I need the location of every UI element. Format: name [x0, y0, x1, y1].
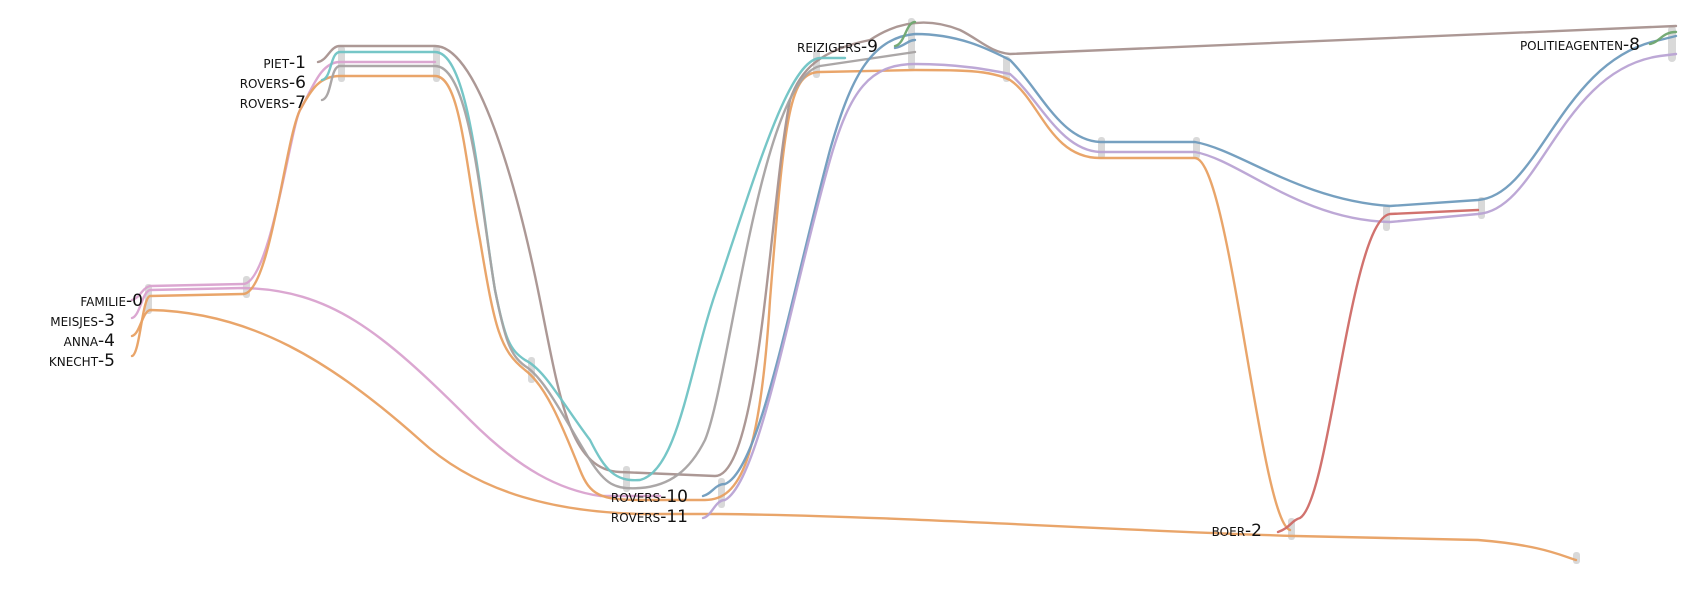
scene-node — [1193, 137, 1200, 159]
scene-node — [433, 46, 440, 82]
storyline-piet-1 — [316, 21, 1678, 478]
label-knecht-5: knecht-5 — [49, 351, 115, 371]
storyline-meisjes-3 — [130, 286, 662, 498]
label-politieagenten-8: politieagenten-8 — [1520, 35, 1640, 55]
scene-node — [908, 18, 915, 70]
label-boer-2: boer-2 — [1212, 521, 1262, 541]
storyline-rovers-10 — [701, 32, 1678, 498]
storyline-rovers-11 — [701, 52, 1678, 520]
label-rovers-11: rovers-11 — [611, 507, 688, 527]
scene-node — [1573, 552, 1580, 564]
label-familie-0: familie-0 — [80, 291, 143, 311]
label-anna-4: anna-4 — [64, 331, 115, 351]
storylines — [130, 20, 1678, 562]
storyline-knecht-5 — [130, 68, 1292, 532]
character-labels: familie-0 piet-1 boer-2 meisjes-3 anna-4… — [49, 35, 1640, 541]
storyline-anna-4 — [130, 308, 1578, 562]
scene-node — [1668, 26, 1676, 62]
label-meisjes-3: meisjes-3 — [50, 311, 115, 331]
scene-node — [338, 46, 345, 82]
scene-nodes — [145, 18, 1676, 564]
label-piet-1: piet-1 — [263, 53, 306, 73]
storyline-boer-2 — [1276, 208, 1480, 534]
storyline-rovers-7 — [320, 50, 917, 490]
storyline-rovers-6 — [320, 50, 847, 482]
storyline-reizigers-9 — [893, 38, 917, 50]
label-rovers-10: rovers-10 — [611, 487, 688, 507]
storyline-politieagenten-8 — [893, 20, 1678, 48]
scene-node — [1003, 56, 1010, 82]
label-rovers-6: rovers-6 — [240, 73, 306, 93]
scene-node — [1383, 205, 1390, 231]
label-rovers-7: rovers-7 — [240, 93, 306, 113]
scene-node — [1098, 137, 1105, 159]
label-reizigers-9: reizigers-9 — [797, 37, 878, 57]
